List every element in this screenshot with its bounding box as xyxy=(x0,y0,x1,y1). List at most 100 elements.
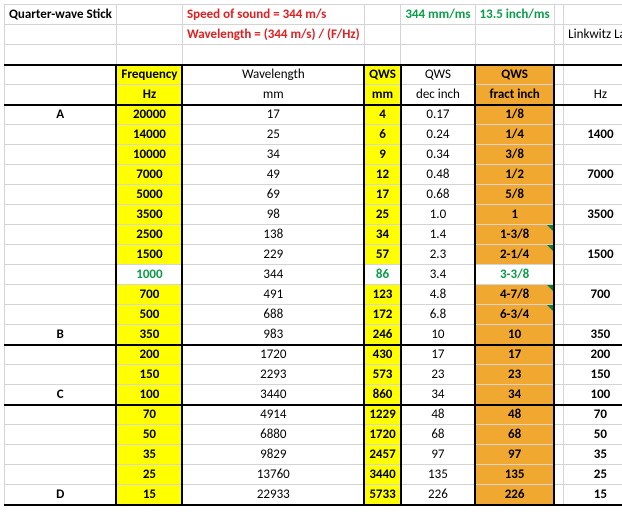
qws-dec-cell: 226 xyxy=(401,485,475,505)
qws-mm-cell: 5733 xyxy=(364,485,401,505)
section-label xyxy=(5,245,117,265)
frequency-cell: 10000 xyxy=(116,145,182,165)
qws-mm-cell: 25 xyxy=(364,205,401,225)
qws-mm-cell: 86 xyxy=(364,265,401,285)
section-label xyxy=(5,425,117,445)
col-qws-fract: QWS xyxy=(475,65,554,85)
wavelength-cell: 25 xyxy=(182,125,364,145)
qws-dec-cell: 0.34 xyxy=(401,145,475,165)
qws-dec-cell: 34 xyxy=(401,385,475,405)
qws-mm-cell: 17 xyxy=(364,185,401,205)
qws-mm-cell: 430 xyxy=(364,345,401,365)
qws-fract-cell: 1/4 xyxy=(475,125,554,145)
qws-mm-cell: 246 xyxy=(364,325,401,345)
qws-fract-cell: 1 xyxy=(475,205,554,225)
frequency-cell: 150 xyxy=(116,365,182,385)
hz-cell: 70 xyxy=(564,405,622,425)
table-row: 3598292457979735 xyxy=(5,445,622,465)
hz-cell xyxy=(564,265,622,285)
hz-cell: 15 xyxy=(564,485,622,505)
brand-label: Linkwitz Lab xyxy=(564,25,622,45)
col-qws-dec: QWS xyxy=(401,65,475,85)
hz-cell: 1400 xyxy=(564,125,622,145)
wavelength-cell: 229 xyxy=(182,245,364,265)
qws-mm-cell: 3440 xyxy=(364,465,401,485)
qws-fract-cell: 23 xyxy=(475,365,554,385)
qws-mm-cell: 12 xyxy=(364,165,401,185)
speed-label: Speed of sound = 344 m/s xyxy=(182,5,364,25)
qws-mm-cell: 1720 xyxy=(364,425,401,445)
qws-mm-cell: 1229 xyxy=(364,405,401,425)
wavelength-cell: 4914 xyxy=(182,405,364,425)
qws-dec-cell: 6.8 xyxy=(401,305,475,325)
table-row: 5068801720686850 xyxy=(5,425,622,445)
section-label xyxy=(5,445,117,465)
hz-cell xyxy=(564,305,622,325)
qws-fract-cell: 135 xyxy=(475,465,554,485)
qws-fract-cell: 2-1/4 xyxy=(475,245,554,265)
header-row-2: Wavelength = (344 m/s) / (F/Hz) Linkwitz… xyxy=(5,25,622,45)
qws-mm-cell: 573 xyxy=(364,365,401,385)
qws-dec-cell: 68 xyxy=(401,425,475,445)
section-label: A xyxy=(5,105,117,125)
table-row: 1500229572.32-1/41500 xyxy=(5,245,622,265)
section-label xyxy=(5,265,117,285)
wavelength-cell: 49 xyxy=(182,165,364,185)
qws-fract-cell: 97 xyxy=(475,445,554,465)
qws-mm-cell: 57 xyxy=(364,245,401,265)
wavelength-cell: 17 xyxy=(182,105,364,125)
frequency-cell: 100 xyxy=(116,385,182,405)
table-row: 100003490.343/8 xyxy=(5,145,622,165)
wavelength-cell: 688 xyxy=(182,305,364,325)
section-label xyxy=(5,345,117,365)
frequency-cell: 35 xyxy=(116,445,182,465)
wavelength-cell: 69 xyxy=(182,185,364,205)
table-row: D1522933573322622615 xyxy=(5,485,622,505)
speed-in: 13.5 inch/ms xyxy=(475,5,554,25)
qws-dec-cell: 48 xyxy=(401,405,475,425)
qws-fract-cell: 6-3/4 xyxy=(475,305,554,325)
title-cell: Quarter-wave Stick xyxy=(5,5,117,25)
qws-mm-cell: 9 xyxy=(364,145,401,165)
spreadsheet: Quarter-wave Stick Speed of sound = 344 … xyxy=(4,4,622,506)
wavelength-label: Wavelength = (344 m/s) / (F/Hz) xyxy=(182,25,364,45)
qws-mm-cell: 4 xyxy=(364,105,401,125)
qws-fract-cell: 1-3/8 xyxy=(475,225,554,245)
table-row: 500069170.685/8 xyxy=(5,185,622,205)
wavelength-cell: 138 xyxy=(182,225,364,245)
hz-cell: 700 xyxy=(564,285,622,305)
frequency-cell: 350 xyxy=(116,325,182,345)
table-row: 2513760344013513525 xyxy=(5,465,622,485)
frequency-cell: 15 xyxy=(116,485,182,505)
frequency-cell: 1000 xyxy=(116,265,182,285)
section-label xyxy=(5,125,117,145)
qws-dec-cell: 0.24 xyxy=(401,125,475,145)
qws-dec-cell: 17 xyxy=(401,345,475,365)
wavelength-cell: 22933 xyxy=(182,485,364,505)
table-row: B3509832461010350 xyxy=(5,325,622,345)
wavelength-cell: 2293 xyxy=(182,365,364,385)
section-label xyxy=(5,165,117,185)
wavelength-cell: 98 xyxy=(182,205,364,225)
qws-mm-cell: 172 xyxy=(364,305,401,325)
frequency-cell: 500 xyxy=(116,305,182,325)
table-row: 140002560.241/41400 xyxy=(5,125,622,145)
hz-cell: 3500 xyxy=(564,205,622,225)
wavelength-cell: 9829 xyxy=(182,445,364,465)
table-row: A200001740.171/8 xyxy=(5,105,622,125)
qws-dec-cell: 23 xyxy=(401,365,475,385)
qws-dec-cell: 10 xyxy=(401,325,475,345)
section-label xyxy=(5,225,117,245)
table-row: 5006881726.86-3/4 xyxy=(5,305,622,325)
section-label xyxy=(5,145,117,165)
qws-fract-cell: 3-3/8 xyxy=(475,265,554,285)
qws-dec-cell: 4.8 xyxy=(401,285,475,305)
table-row: 7049141229484870 xyxy=(5,405,622,425)
section-label xyxy=(5,185,117,205)
col-qws-dec-unit: dec inch xyxy=(401,85,475,105)
hz-cell: 150 xyxy=(564,365,622,385)
qws-mm-cell: 123 xyxy=(364,285,401,305)
qws-mm-cell: 2457 xyxy=(364,445,401,465)
table-row: 7004911234.84-7/8700 xyxy=(5,285,622,305)
section-label xyxy=(5,365,117,385)
